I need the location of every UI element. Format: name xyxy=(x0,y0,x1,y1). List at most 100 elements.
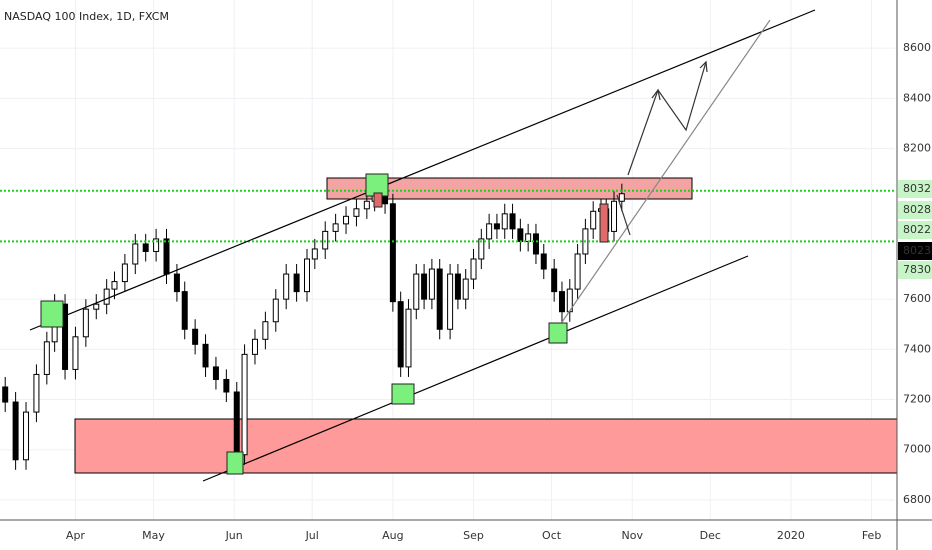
price-label: 8028 xyxy=(903,203,931,216)
x-tick-label: Sep xyxy=(463,529,484,542)
candle-body xyxy=(397,301,404,368)
candle-body xyxy=(478,238,485,260)
candle-body xyxy=(405,308,412,368)
y-tick-label: 6800 xyxy=(903,493,931,506)
candle-body xyxy=(421,273,428,300)
x-tick-label: Aug xyxy=(382,529,403,542)
candle-body xyxy=(532,233,539,255)
candle-body xyxy=(142,243,149,252)
lower-trendline xyxy=(202,255,749,482)
candle-body xyxy=(353,208,360,217)
candle-body xyxy=(212,366,219,380)
candle-body xyxy=(202,343,209,368)
candle-body xyxy=(111,281,118,290)
candle-body xyxy=(43,341,50,375)
candle-body xyxy=(332,223,339,232)
candle-body xyxy=(470,258,477,280)
candle-body xyxy=(163,238,170,275)
candle-body xyxy=(525,233,532,242)
candle-body xyxy=(173,273,180,293)
candle-body xyxy=(428,268,435,300)
candle-body xyxy=(293,273,300,293)
price-label: 8032 xyxy=(903,182,931,195)
y-tick-label: 8200 xyxy=(903,142,931,155)
candle-body xyxy=(93,303,100,310)
candle-body xyxy=(436,268,443,330)
x-tick-label: 2020 xyxy=(777,529,805,542)
axis-labels: 6800 7000 7200 7400 7600 8200 8400 8600 Apr May Ju… xyxy=(66,41,932,542)
price-label: 8023 xyxy=(903,244,931,257)
candle-body xyxy=(501,213,508,230)
candle-body xyxy=(33,373,40,413)
price-label: 8022 xyxy=(903,223,931,236)
candle-body xyxy=(558,291,565,313)
candle-body xyxy=(192,328,199,345)
x-tick-label: Jul xyxy=(305,529,319,542)
x-tick-label: Dec xyxy=(700,529,721,542)
pivot-box xyxy=(548,322,568,344)
candle-body xyxy=(72,336,79,370)
candle-body xyxy=(62,303,69,370)
candle-body xyxy=(454,273,461,300)
candles xyxy=(2,181,625,470)
candle-body xyxy=(413,273,420,310)
candle-body xyxy=(223,378,230,393)
candle-body xyxy=(283,273,290,300)
candle-body xyxy=(181,291,188,330)
pivot-box xyxy=(226,451,244,475)
candle-body xyxy=(23,411,30,461)
price-label-box xyxy=(898,180,932,198)
candle-body xyxy=(574,253,581,290)
candle-body xyxy=(493,223,500,230)
candle-body xyxy=(251,338,258,355)
x-tick-label: Feb xyxy=(862,529,881,542)
price-label-box xyxy=(898,201,932,219)
candle-body xyxy=(447,273,454,330)
candle-body xyxy=(509,213,516,230)
pivot-box xyxy=(391,383,415,405)
resistance-zone xyxy=(326,177,693,200)
y-tick-label: 7000 xyxy=(903,443,931,456)
candle-body xyxy=(103,288,110,305)
candle-body xyxy=(272,298,279,323)
pullback-arrow xyxy=(616,194,631,236)
y-tick-label: 8400 xyxy=(903,91,931,104)
candle-body xyxy=(82,308,89,338)
candle-body xyxy=(241,353,248,456)
candle-body xyxy=(132,243,139,265)
pivot-box xyxy=(40,300,64,328)
candle-body xyxy=(551,268,558,293)
candle-body xyxy=(462,278,469,300)
candle-body xyxy=(363,200,370,210)
x-tick-label: May xyxy=(142,529,165,542)
marker-box xyxy=(599,203,609,243)
upper-trendline xyxy=(29,9,816,331)
grey-trendline xyxy=(559,19,771,326)
candle-body xyxy=(540,253,547,270)
support-zone xyxy=(74,418,898,474)
candle-body xyxy=(343,215,350,225)
candle-body xyxy=(486,223,493,240)
candle-body xyxy=(233,391,240,456)
x-tick-label: Nov xyxy=(621,529,643,542)
chart-title: NASDAQ 100 Index, 1D, FXCM xyxy=(4,10,169,23)
price-label-box xyxy=(898,242,932,260)
price-label-box xyxy=(898,221,932,239)
candle-body xyxy=(121,263,128,283)
candle-body xyxy=(2,386,9,403)
candle-body xyxy=(590,210,597,230)
marker-box xyxy=(373,192,383,208)
candle-body xyxy=(12,401,19,461)
candle-body xyxy=(153,238,160,252)
x-tick-label: Oct xyxy=(542,529,562,542)
price-label-box xyxy=(898,261,932,279)
candle-body xyxy=(389,203,396,303)
arrowhead xyxy=(699,60,708,73)
price-lines xyxy=(0,189,895,243)
candle-body xyxy=(304,258,311,293)
x-tick-label: Apr xyxy=(66,529,86,542)
candle-body xyxy=(311,248,318,260)
projection-path xyxy=(627,61,707,176)
arrowhead xyxy=(651,88,661,101)
